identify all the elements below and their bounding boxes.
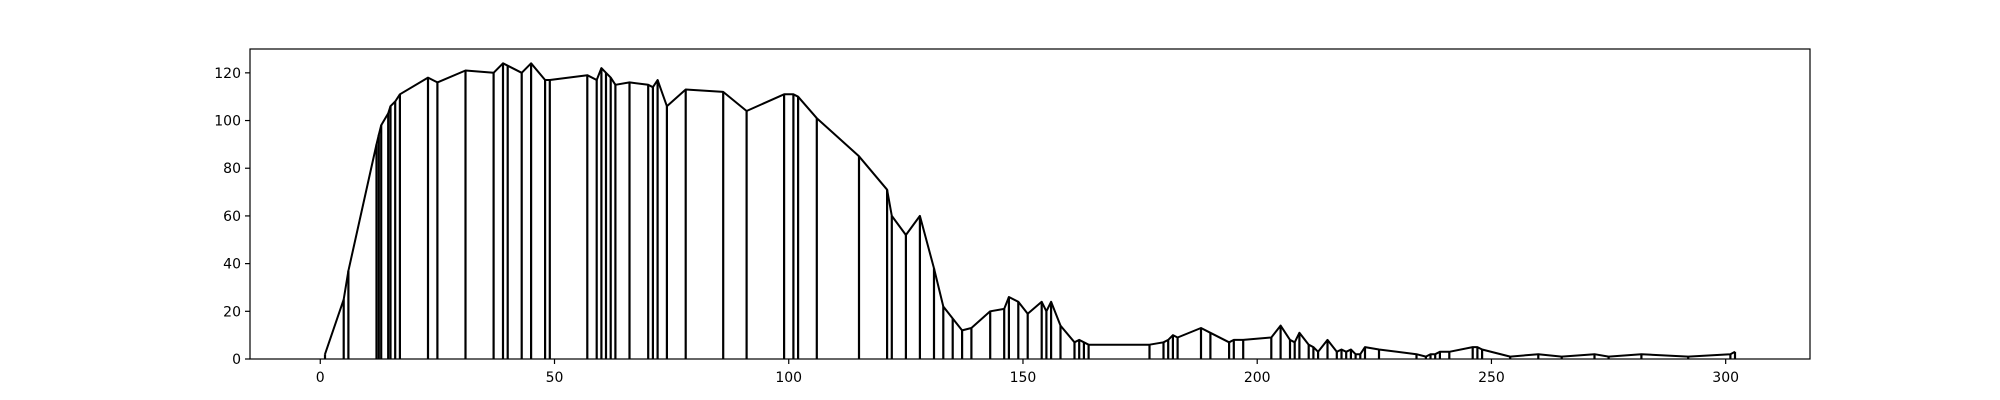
x-tick-label: 300: [1712, 370, 1739, 386]
y-tick-label: 0: [232, 352, 241, 368]
stem-group: [323, 63, 1737, 359]
y-tick-label: 120: [214, 66, 241, 82]
y-tick-label: 60: [223, 209, 241, 225]
x-tick-label: 200: [1244, 370, 1271, 386]
y-tick-label: 40: [223, 257, 241, 273]
x-tick-label: 50: [546, 370, 564, 386]
x-tick-label: 250: [1478, 370, 1505, 386]
series-line: [324, 62, 1736, 358]
plot-frame: [249, 48, 1811, 360]
y-axis: 0 20 40 60 80 100 120: [214, 66, 250, 368]
y-tick-label: 20: [223, 304, 241, 320]
x-tick-label: 0: [316, 370, 325, 386]
y-tick-label: 100: [214, 114, 241, 130]
y-tick-label: 80: [223, 161, 241, 177]
x-axis: 0 50 100 150 200 250 300: [316, 359, 1739, 386]
x-tick-label: 100: [775, 370, 802, 386]
x-tick-label: 150: [1010, 370, 1037, 386]
